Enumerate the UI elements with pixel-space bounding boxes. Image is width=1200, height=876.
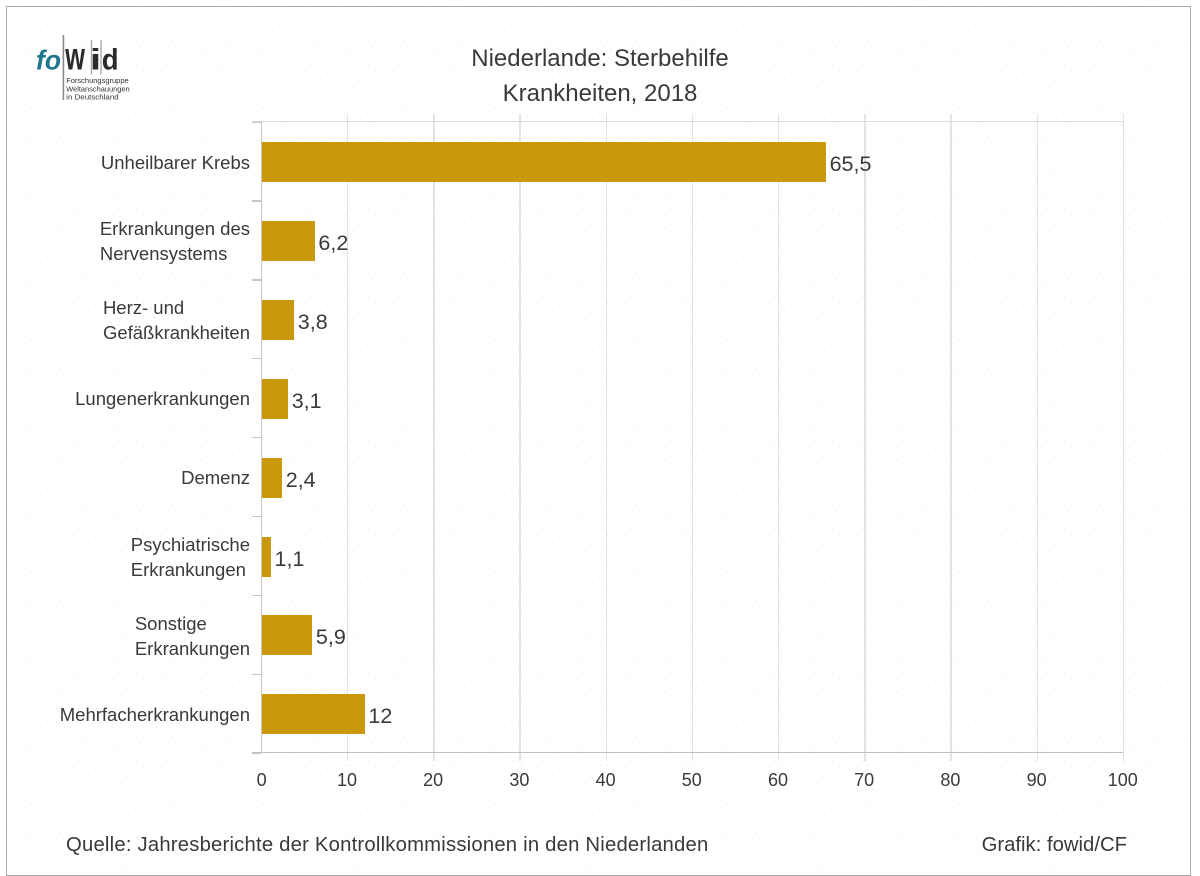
svg-text:in Deutschland: in Deutschland: [66, 92, 119, 101]
svg-text:w: w: [64, 34, 85, 78]
svg-text:Forschungsgruppe: Forschungsgruppe: [66, 76, 129, 85]
svg-text:d: d: [102, 43, 119, 76]
svg-text:Weltanschauungen: Weltanschauungen: [66, 84, 130, 93]
svg-text:i: i: [90, 43, 101, 77]
svg-text:fo: fo: [36, 45, 61, 76]
